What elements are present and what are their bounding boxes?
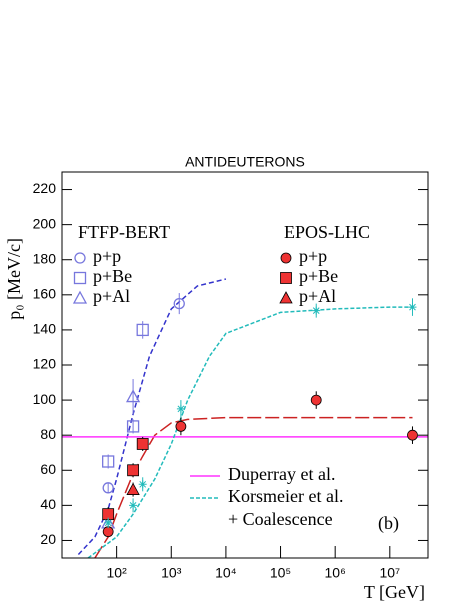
legend-label: p+Be bbox=[93, 266, 132, 286]
y-tick-label: 60 bbox=[40, 461, 56, 477]
y-tick-label: 160 bbox=[33, 286, 57, 302]
point bbox=[126, 420, 140, 433]
point bbox=[102, 482, 114, 494]
x-tick-label: 10⁴ bbox=[215, 565, 237, 581]
point bbox=[408, 303, 417, 312]
x-axis-label: T [GeV] bbox=[364, 582, 425, 602]
x-tick-label: 10⁶ bbox=[325, 565, 346, 581]
y-axis-label: p₀ [MeV/c] bbox=[4, 238, 24, 320]
chart-title: ANTIDEUTERONS bbox=[185, 154, 305, 170]
point bbox=[129, 501, 138, 510]
x-tick-label: 10⁵ bbox=[270, 565, 291, 581]
point bbox=[136, 323, 149, 337]
y-tick-label: 220 bbox=[33, 180, 57, 196]
y-tick-label: 140 bbox=[33, 321, 57, 337]
curve bbox=[77, 278, 227, 556]
point bbox=[104, 518, 113, 527]
legend-label: p+Be bbox=[299, 266, 338, 286]
plot-frame bbox=[61, 171, 429, 559]
legend-marker bbox=[73, 271, 87, 285]
point bbox=[127, 464, 139, 477]
x-tick-label: 10² bbox=[107, 565, 128, 581]
y-tick-label: 80 bbox=[40, 426, 56, 442]
legend-header: EPOS-LHC bbox=[284, 222, 370, 242]
legend-header: FTFP-BERT bbox=[78, 222, 170, 242]
legend-marker bbox=[72, 290, 88, 304]
point bbox=[102, 526, 114, 538]
y-tick-label: 200 bbox=[33, 215, 57, 231]
y-tick-label: 40 bbox=[40, 496, 56, 512]
point bbox=[138, 480, 147, 489]
x-tick-label: 10⁷ bbox=[379, 565, 400, 581]
curve bbox=[94, 416, 413, 558]
y-tick-label: 100 bbox=[33, 391, 57, 407]
legend-label: Korsmeier et al. bbox=[228, 486, 343, 506]
legend-label: p+Al bbox=[299, 286, 336, 306]
point bbox=[126, 482, 140, 495]
point bbox=[175, 421, 187, 432]
legend-label: p+Al bbox=[93, 286, 130, 306]
point bbox=[312, 306, 321, 315]
legend-marker bbox=[280, 272, 292, 284]
point bbox=[125, 389, 141, 403]
legend-marker bbox=[74, 252, 86, 264]
point bbox=[310, 394, 322, 406]
annotation: (b) bbox=[378, 513, 399, 534]
legend-label: Duperray et al. bbox=[228, 464, 335, 484]
annotation: + Coalescence bbox=[228, 509, 333, 529]
point bbox=[176, 404, 185, 413]
y-tick-label: 120 bbox=[33, 356, 57, 372]
legend-marker bbox=[279, 291, 293, 304]
legend-marker bbox=[280, 252, 292, 264]
y-tick-label: 180 bbox=[33, 250, 57, 266]
legend-label: p+p bbox=[299, 246, 327, 266]
legend-label: p+p bbox=[93, 246, 121, 266]
point bbox=[407, 429, 418, 441]
x-tick-label: 10³ bbox=[161, 565, 182, 581]
point bbox=[173, 297, 185, 310]
point bbox=[136, 438, 149, 450]
y-tick-label: 20 bbox=[40, 531, 56, 547]
point bbox=[102, 455, 115, 468]
